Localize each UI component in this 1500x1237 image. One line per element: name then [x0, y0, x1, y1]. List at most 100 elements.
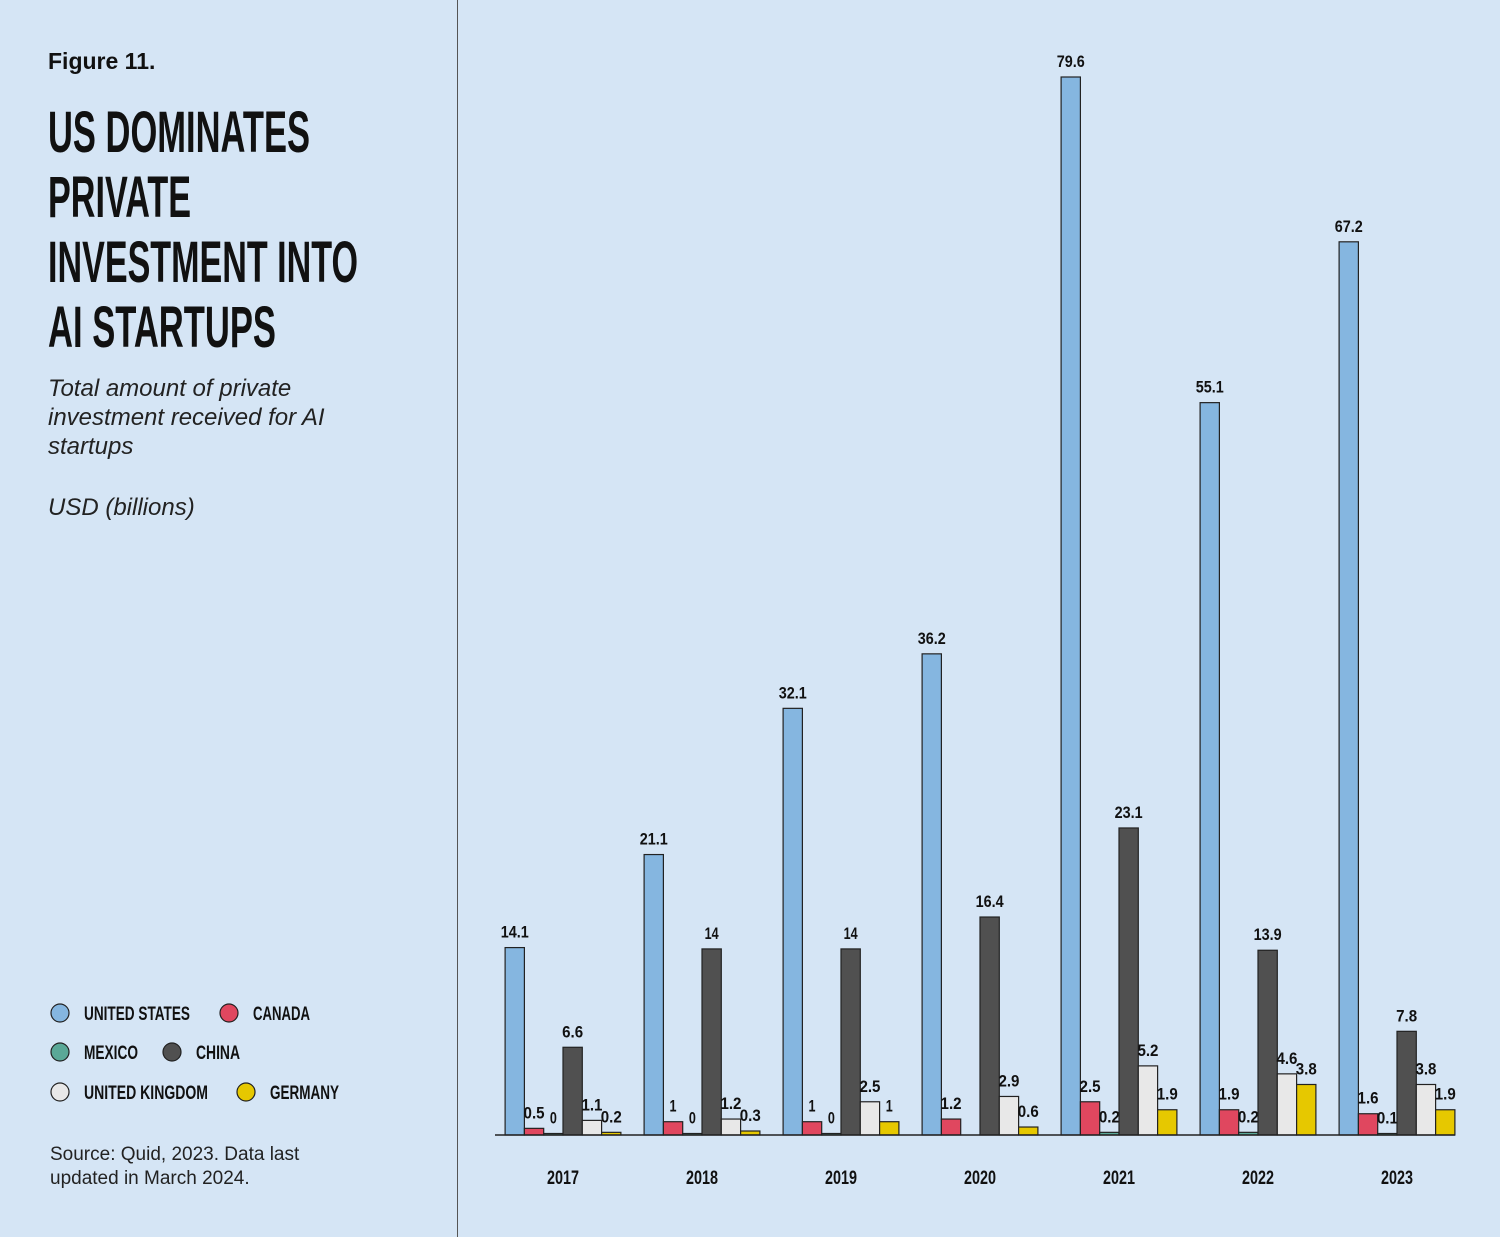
- x-tick-label: 2017: [547, 1168, 579, 1189]
- value-label: 23.1: [1115, 803, 1143, 822]
- x-tick-label: 2018: [686, 1168, 718, 1189]
- bar: [504, 946, 526, 1136]
- value-label: 1: [886, 1097, 893, 1116]
- bar: [720, 1118, 742, 1136]
- value-label: 1.9: [1435, 1085, 1456, 1104]
- bar: [840, 948, 861, 1136]
- value-label: 3.8: [1415, 1059, 1436, 1078]
- value-label: 5.2: [1137, 1041, 1158, 1060]
- legend-swatch: [219, 1003, 239, 1023]
- bar: [1060, 76, 1081, 1136]
- value-label: 0.2: [1099, 1107, 1120, 1126]
- legend-swatch: [162, 1042, 182, 1062]
- bar: [1199, 402, 1220, 1136]
- bar: [1118, 827, 1139, 1136]
- value-label: 2.5: [1080, 1077, 1101, 1096]
- bar: [979, 916, 1000, 1136]
- value-label: 1.9: [1157, 1085, 1178, 1104]
- legend-swatch: [50, 1042, 70, 1062]
- bar: [998, 1095, 1020, 1136]
- x-tick-label: 2022: [1242, 1168, 1274, 1189]
- bar: [701, 948, 722, 1136]
- bar: [1434, 1109, 1456, 1136]
- value-label: 14: [705, 924, 719, 943]
- value-label: 0.1: [1377, 1109, 1398, 1128]
- value-label: 32.1: [779, 683, 807, 702]
- value-label: 1.2: [941, 1094, 962, 1113]
- bar: [801, 1121, 823, 1136]
- bar: [1017, 1126, 1039, 1136]
- value-label: 6.6: [562, 1022, 583, 1041]
- value-label: 0.2: [601, 1107, 622, 1126]
- legend-label: UNITED KINGDOM: [84, 1083, 208, 1104]
- value-label: 4.6: [1276, 1049, 1297, 1068]
- title-line: PRIVATE: [48, 165, 191, 230]
- legend-swatch: [236, 1082, 256, 1102]
- legend-swatch: [50, 1003, 70, 1023]
- unit-label: USD (billions): [48, 494, 195, 521]
- value-label: 7.8: [1396, 1006, 1417, 1025]
- bar: [1218, 1109, 1240, 1136]
- bar: [878, 1121, 900, 1136]
- bar: [562, 1046, 583, 1136]
- bar: [1396, 1030, 1417, 1136]
- value-label: 3.8: [1296, 1059, 1317, 1078]
- value-label: 16.4: [976, 892, 1004, 911]
- bar: [1415, 1083, 1437, 1136]
- value-label: 14.1: [501, 923, 529, 942]
- value-label: 14: [844, 924, 858, 943]
- value-label: 0.3: [740, 1106, 761, 1125]
- title-line: AI STARTUPS: [48, 295, 276, 360]
- bar: [581, 1119, 603, 1136]
- bar: [1079, 1101, 1101, 1136]
- value-label: 1.1: [581, 1095, 602, 1114]
- value-label: 55.1: [1196, 378, 1224, 397]
- legend-label: MEXICO: [84, 1043, 138, 1064]
- value-label: 0: [828, 1109, 835, 1128]
- value-label: 0: [550, 1109, 557, 1128]
- bar: [1156, 1109, 1178, 1136]
- source: Source: Quid, 2023. Data last updated in…: [50, 1144, 300, 1189]
- legend-label: UNITED STATES: [84, 1004, 190, 1025]
- value-label: 0.5: [524, 1103, 545, 1122]
- bar: [523, 1127, 545, 1136]
- value-label: 0: [689, 1109, 696, 1128]
- x-tick-label: 2020: [964, 1168, 996, 1189]
- value-label: 0.6: [1018, 1102, 1039, 1121]
- value-label: 1.6: [1358, 1089, 1379, 1108]
- value-label: 13.9: [1254, 925, 1282, 944]
- bar: [1137, 1065, 1159, 1136]
- legend-label: CANADA: [253, 1004, 310, 1025]
- value-label: 36.2: [918, 629, 946, 648]
- figure-label: Figure 11.: [48, 48, 156, 74]
- legend-label: GERMANY: [270, 1083, 339, 1104]
- x-tick-label: 2019: [825, 1168, 857, 1189]
- bar: [782, 707, 803, 1136]
- bar: [1257, 949, 1278, 1136]
- value-label: 1: [809, 1097, 816, 1116]
- bar: [921, 653, 942, 1136]
- subtitle: Total amount of private investment recei…: [48, 375, 325, 460]
- x-tick-label: 2021: [1103, 1168, 1135, 1189]
- value-label: 2.5: [859, 1077, 880, 1096]
- bar: [662, 1121, 684, 1136]
- value-label: 1.2: [720, 1094, 741, 1113]
- bar: [1338, 241, 1359, 1136]
- x-tick-label: 2023: [1381, 1168, 1413, 1189]
- side-panel: [0, 0, 458, 1237]
- legend-swatch: [50, 1082, 70, 1102]
- value-label: 79.6: [1057, 52, 1085, 71]
- bar: [940, 1118, 962, 1136]
- title-line: US DOMINATES: [48, 100, 310, 165]
- value-label: 1.9: [1219, 1085, 1240, 1104]
- value-label: 67.2: [1335, 217, 1363, 236]
- bar: [1357, 1113, 1379, 1136]
- title-line: INVESTMENT INTO: [48, 230, 358, 295]
- bar: [643, 853, 664, 1136]
- value-label: 2.9: [998, 1071, 1019, 1090]
- value-label: 1: [670, 1097, 677, 1116]
- legend-label: CHINA: [196, 1043, 240, 1064]
- value-label: 21.1: [640, 830, 668, 849]
